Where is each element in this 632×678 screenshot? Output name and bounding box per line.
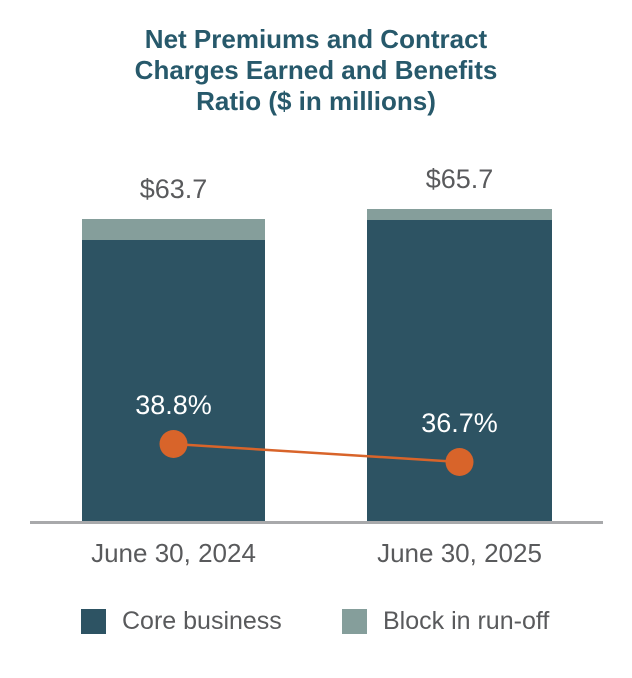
ratio-value-label: 36.7%	[421, 407, 498, 438]
chart-title-line-2: Charges Earned and Benefits	[134, 55, 498, 85]
chart-title: Net Premiums and Contract Charges Earned…	[0, 24, 632, 117]
bar-segment-block-in-runoff	[367, 209, 552, 221]
chart-title-line-1: Net Premiums and Contract	[144, 24, 488, 54]
ratio-value-label: 38.8%	[135, 390, 212, 420]
legend-item-block-in-runoff: Block in run-off	[342, 607, 550, 635]
core-business-swatch	[81, 609, 106, 634]
x-axis-label: June 30, 2024	[91, 538, 256, 568]
legend-item-core-business: Core business	[81, 607, 282, 635]
x-axis-line	[30, 521, 603, 524]
bar-segment-core-business	[82, 239, 265, 523]
legend-label-block-in-runoff: Block in run-off	[383, 607, 550, 635]
bar-segment-core-business	[367, 220, 552, 523]
block-in-runoff-swatch	[342, 609, 367, 634]
bar-total-label: $65.7	[425, 164, 494, 195]
bar-total-label: $63.7	[139, 173, 208, 204]
x-axis-label: June 30, 2025	[377, 538, 542, 568]
bar-segment-block-in-runoff	[82, 218, 265, 240]
legend-label-core-business: Core business	[122, 607, 282, 635]
chart-title-line-3: Ratio ($ in millions)	[196, 86, 436, 116]
